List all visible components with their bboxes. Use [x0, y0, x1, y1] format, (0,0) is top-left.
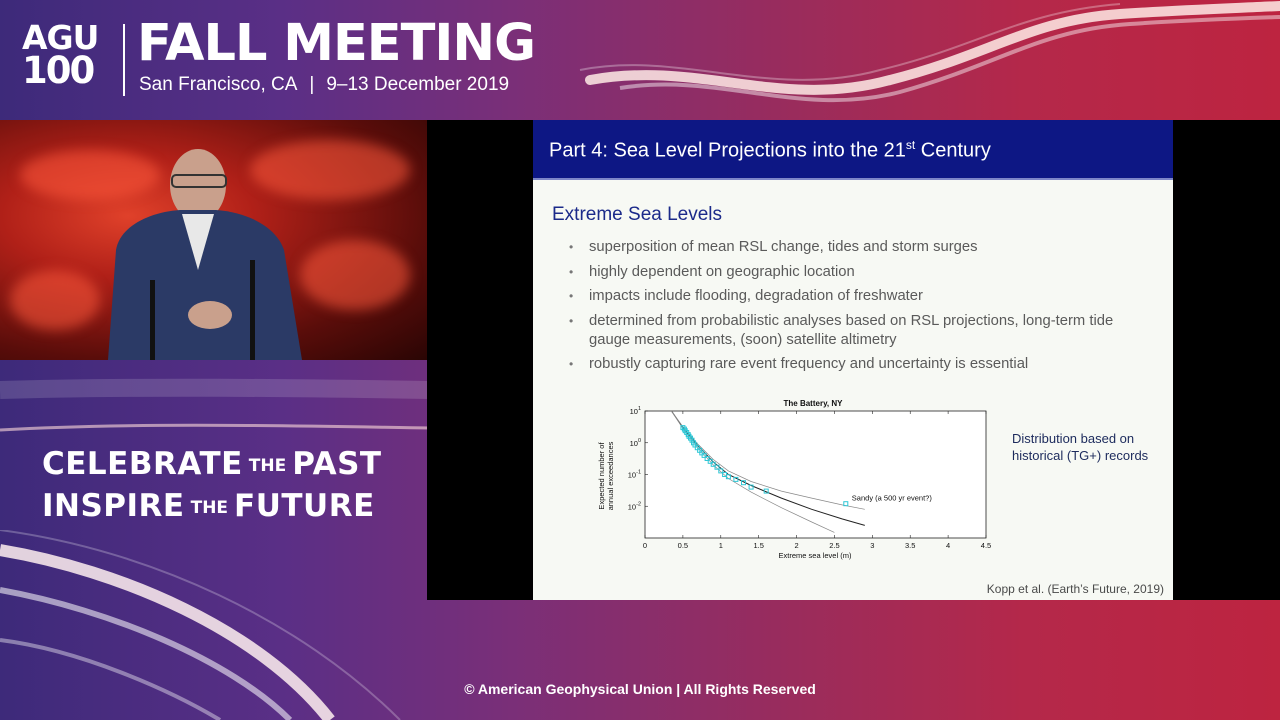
meeting-header: AGU 100 FALL MEETING San Francisco, CA | 9…	[0, 0, 1280, 120]
agu-100-logo: AGU 100	[22, 18, 114, 93]
data-point	[741, 480, 746, 486]
bullet-item: highly dependent on geographic location	[569, 263, 1149, 282]
bullet-list: superposition of mean RSL change, tides …	[569, 238, 1149, 380]
slogan-inspire: INSPIRE	[42, 488, 185, 524]
bullet-item: impacts include flooding, degradation of…	[569, 287, 1149, 306]
logo-line1: AGU	[22, 18, 99, 57]
bullet-item: superposition of mean RSL change, tides …	[569, 238, 1149, 257]
data-point	[763, 488, 769, 494]
mid-band	[0, 378, 430, 432]
meeting-location: San Francisco, CA	[139, 74, 298, 95]
data-point	[707, 458, 713, 464]
y-tick-label: 10-2	[628, 501, 641, 511]
x-tick-label: 0.5	[678, 541, 688, 550]
data-point	[714, 464, 720, 470]
presentation-slide: Part 4: Sea Level Projections into the 2…	[533, 120, 1173, 600]
slogan-past: PAST	[292, 446, 382, 482]
slide-header-bar: Part 4: Sea Level Projections into the 2…	[533, 120, 1173, 180]
section-title: Extreme Sea Levels	[552, 204, 723, 225]
slogan-line-1: CELEBRATE THE PAST	[42, 446, 382, 488]
bullet-item: determined from probabilistic analyses b…	[569, 312, 1149, 350]
chart-ylabel: Expected number ofannual exceedances	[598, 441, 615, 510]
data-point	[704, 456, 710, 461]
plot-frame	[644, 410, 987, 539]
x-tick-label: 1	[719, 541, 723, 550]
distribution-note: Distribution based on historical (TG+) r…	[1012, 431, 1149, 463]
x-tick-label: 3	[870, 541, 874, 550]
exceedance-chart: The Battery, NY Expected number ofannual…	[598, 399, 991, 560]
slogan-the-2: THE	[190, 497, 229, 518]
y-tick-label: 101	[630, 406, 641, 416]
data-point	[733, 476, 739, 482]
chart-title: The Battery, NY	[784, 399, 844, 408]
x-tick-label: 3.5	[905, 541, 915, 550]
slide-title-sup: st	[905, 138, 916, 152]
x-tick-label: 4.5	[981, 541, 991, 550]
data-point	[710, 461, 716, 467]
logo-line2: 100	[22, 49, 95, 93]
subtitle-separator: |	[309, 74, 315, 95]
slogan-future: FUTURE	[234, 488, 375, 524]
sandy-annotation: Sandy (a 500 yr event?)	[852, 494, 933, 503]
chart-plot-area: 0 0.5 1 1.5 2 2.5 3 3.5 4 4.5 101 100 10-1 10-2 Sandy …	[628, 406, 991, 550]
meeting-dates: 9–13 December 2019	[326, 74, 510, 95]
data-point	[843, 501, 849, 507]
y-tick-label: 10-1	[628, 470, 641, 480]
slogan-celebrate: CELEBRATE	[42, 446, 243, 482]
slide-title: Part 4: Sea Level Projections into the 2…	[549, 138, 991, 163]
data-point	[701, 452, 707, 458]
y-tick-label: 100	[630, 438, 641, 448]
header-divider	[123, 24, 125, 96]
slogan-line-2: INSPIRE THE FUTURE	[42, 488, 382, 530]
slogan-the-1: THE	[248, 455, 287, 476]
speaker-figure	[108, 149, 302, 360]
x-tick-label: 4	[946, 541, 950, 550]
citation: Kopp et al. (Earth’s Future, 2019)	[986, 582, 1164, 596]
data-point	[748, 484, 754, 490]
bullet-item: robustly capturing rare event frequency …	[569, 355, 1149, 374]
x-tick-label: 2.5	[829, 541, 839, 550]
slide-title-end: Century	[915, 139, 991, 162]
x-tick-label: 0	[643, 541, 647, 550]
meeting-title: FALL MEETING	[137, 14, 536, 73]
slide-title-main: Part 4: Sea Level Projections into the 2…	[549, 139, 906, 162]
slogan: CELEBRATE THE PAST INSPIRE THE FUTURE	[42, 446, 382, 530]
x-tick-label: 2	[794, 541, 798, 550]
x-tick-label: 1.5	[753, 541, 763, 550]
copyright-notice: © American Geophysical Union | All Right…	[464, 681, 816, 697]
speaker-video	[0, 120, 427, 360]
data-point	[725, 474, 731, 480]
data-point	[718, 468, 724, 474]
chart-xlabel: Extreme sea level (m)	[779, 551, 852, 560]
meeting-subtitle: San Francisco, CA | 9–13 December 2019	[139, 74, 509, 96]
